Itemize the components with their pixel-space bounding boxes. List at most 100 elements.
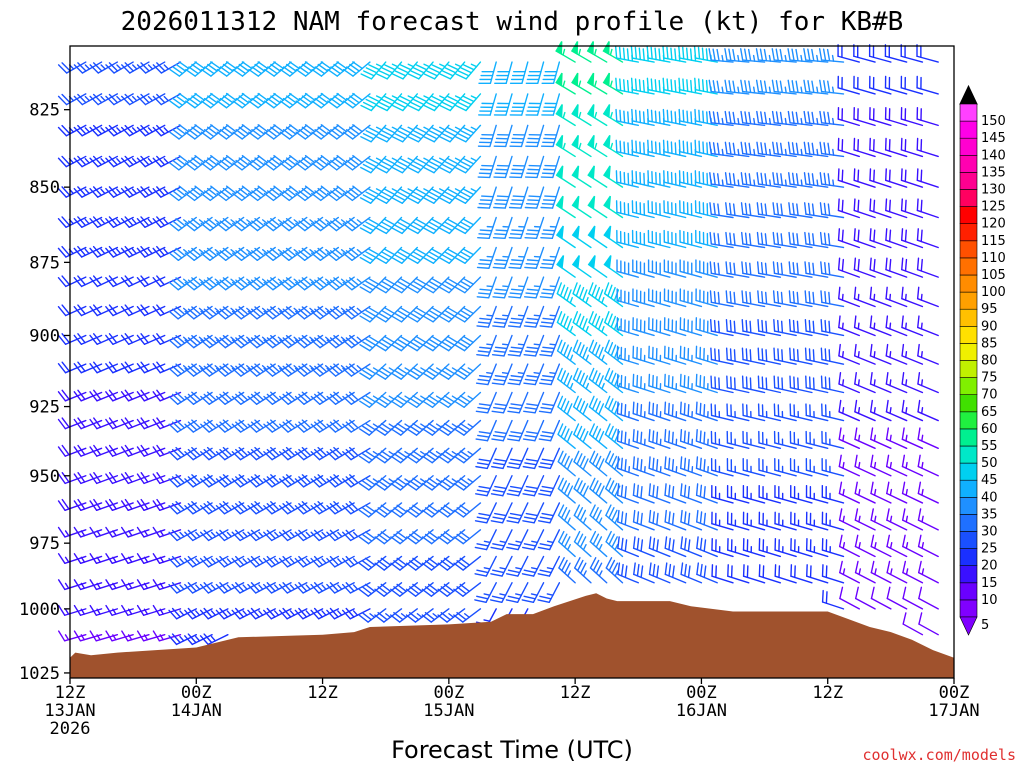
wind-barb bbox=[475, 391, 497, 414]
wind-barb bbox=[231, 474, 261, 488]
wind-barb bbox=[853, 228, 876, 249]
wind-barb bbox=[648, 509, 671, 531]
wind-barb bbox=[359, 305, 387, 323]
wind-barb bbox=[556, 255, 576, 278]
wind-barb bbox=[232, 185, 261, 202]
wind-barb bbox=[573, 504, 592, 531]
wind-barb bbox=[407, 246, 434, 264]
wind-barb bbox=[632, 509, 655, 531]
wind-barb bbox=[742, 564, 766, 584]
wind-barb bbox=[492, 246, 513, 269]
wind-barb bbox=[603, 165, 624, 188]
wind-barb bbox=[248, 61, 276, 77]
wind-barb bbox=[916, 75, 939, 95]
wind-barb bbox=[724, 110, 750, 127]
wind-barb bbox=[758, 484, 782, 504]
wind-barb bbox=[773, 319, 797, 337]
wind-barb bbox=[757, 375, 782, 394]
wind-barb bbox=[664, 401, 687, 422]
wind-barb bbox=[168, 633, 197, 646]
wind-barb bbox=[493, 155, 513, 179]
wind-barb bbox=[901, 508, 924, 531]
wind-barb bbox=[439, 124, 466, 143]
wind-barb bbox=[278, 607, 308, 620]
wind-barb bbox=[105, 471, 134, 485]
wind-barb bbox=[662, 77, 687, 95]
wind-barb bbox=[662, 108, 687, 127]
x-axis-label: Forecast Time (UTC) bbox=[391, 736, 633, 764]
x-tick-label: 16JAN bbox=[676, 701, 727, 721]
wind-barb bbox=[453, 391, 482, 408]
colorbar-swatch bbox=[959, 137, 978, 156]
wind-barb bbox=[617, 509, 639, 531]
wind-barb bbox=[573, 530, 592, 558]
colorbar-swatch bbox=[959, 206, 978, 225]
wind-barb bbox=[136, 498, 166, 511]
wind-barb bbox=[632, 483, 655, 504]
wind-barb bbox=[199, 607, 229, 620]
wind-barb bbox=[771, 79, 797, 95]
wind-barb bbox=[136, 124, 166, 137]
wind-barb bbox=[136, 526, 166, 538]
colorbar-label: 75 bbox=[981, 371, 998, 386]
wind-barb bbox=[804, 231, 829, 249]
wind-barb bbox=[375, 334, 403, 352]
wind-barb bbox=[294, 607, 324, 620]
wind-barb bbox=[741, 231, 766, 249]
wind-barb bbox=[664, 536, 687, 558]
wind-barb bbox=[820, 261, 845, 278]
wind-barb bbox=[421, 475, 450, 491]
wind-barb bbox=[615, 139, 639, 158]
wind-barb bbox=[360, 155, 387, 174]
colorbar-label: 150 bbox=[981, 114, 1006, 129]
wind-barb bbox=[602, 104, 624, 127]
wind-barb bbox=[695, 288, 718, 308]
wind-barb bbox=[757, 403, 782, 422]
wind-barb bbox=[571, 225, 592, 249]
wind-barb bbox=[603, 255, 624, 278]
wind-barb bbox=[474, 529, 497, 551]
wind-barb bbox=[438, 334, 466, 352]
wind-barb bbox=[604, 339, 624, 365]
wind-barb bbox=[391, 246, 418, 264]
wind-barb bbox=[439, 61, 466, 80]
wind-barb bbox=[711, 484, 734, 504]
x-tick-label: 00Z bbox=[433, 683, 464, 703]
colorbar-swatch bbox=[959, 428, 978, 447]
wind-barb bbox=[491, 419, 513, 442]
wind-barb bbox=[631, 170, 655, 188]
wind-barb bbox=[648, 483, 671, 504]
wind-barb bbox=[838, 371, 860, 394]
wind-barb bbox=[774, 511, 797, 531]
wind-barb bbox=[57, 471, 87, 485]
wind-barb bbox=[805, 484, 829, 504]
wind-barb bbox=[375, 216, 403, 235]
wind-barb bbox=[838, 315, 860, 337]
wind-barb bbox=[390, 419, 418, 436]
x-tick-label: 00Z bbox=[686, 683, 717, 703]
wind-barb bbox=[453, 475, 482, 491]
wind-barb bbox=[900, 44, 924, 63]
wind-barb bbox=[854, 454, 876, 477]
colorbar-label: 95 bbox=[981, 302, 998, 317]
wind-barb bbox=[708, 79, 734, 95]
colorbar-label: 15 bbox=[981, 576, 998, 591]
wind-barb bbox=[540, 155, 561, 179]
wind-barb bbox=[679, 288, 703, 308]
wind-barb bbox=[616, 429, 639, 450]
wind-barb bbox=[918, 560, 939, 584]
wind-barb bbox=[804, 290, 829, 308]
wind-barb bbox=[523, 363, 545, 386]
wind-barb bbox=[587, 134, 608, 158]
wind-barb bbox=[724, 79, 750, 95]
wind-barb bbox=[539, 305, 561, 328]
wind-barb bbox=[73, 389, 103, 402]
wind-barb bbox=[199, 529, 229, 542]
wind-barb bbox=[603, 225, 624, 249]
wind-barb bbox=[757, 290, 782, 308]
wind-barb bbox=[342, 305, 371, 320]
wind-barb bbox=[152, 61, 182, 74]
wind-barb bbox=[725, 347, 750, 365]
wind-barb bbox=[632, 429, 655, 450]
wind-barb bbox=[558, 530, 576, 558]
